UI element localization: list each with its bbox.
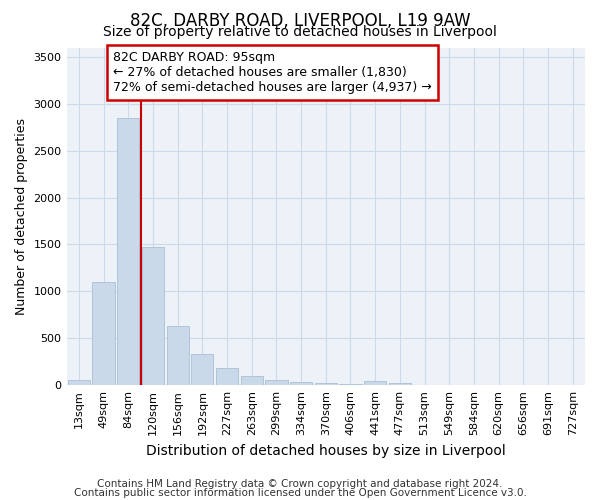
Bar xyxy=(314,383,337,385)
Bar xyxy=(364,381,386,385)
Text: Contains public sector information licensed under the Open Government Licence v3: Contains public sector information licen… xyxy=(74,488,526,498)
Bar xyxy=(265,380,287,385)
Bar xyxy=(167,326,189,385)
Bar xyxy=(92,282,115,385)
Bar xyxy=(389,383,411,385)
Bar xyxy=(142,248,164,385)
Bar xyxy=(117,118,139,385)
Bar xyxy=(191,354,214,385)
Text: Size of property relative to detached houses in Liverpool: Size of property relative to detached ho… xyxy=(103,25,497,39)
Text: Contains HM Land Registry data © Crown copyright and database right 2024.: Contains HM Land Registry data © Crown c… xyxy=(97,479,503,489)
Text: 82C, DARBY ROAD, LIVERPOOL, L19 9AW: 82C, DARBY ROAD, LIVERPOOL, L19 9AW xyxy=(130,12,470,30)
Bar xyxy=(241,376,263,385)
Bar xyxy=(216,368,238,385)
Bar xyxy=(340,384,362,385)
Y-axis label: Number of detached properties: Number of detached properties xyxy=(15,118,28,315)
Text: 82C DARBY ROAD: 95sqm
← 27% of detached houses are smaller (1,830)
72% of semi-d: 82C DARBY ROAD: 95sqm ← 27% of detached … xyxy=(113,51,432,94)
Bar xyxy=(290,382,312,385)
Bar xyxy=(68,380,90,385)
X-axis label: Distribution of detached houses by size in Liverpool: Distribution of detached houses by size … xyxy=(146,444,506,458)
